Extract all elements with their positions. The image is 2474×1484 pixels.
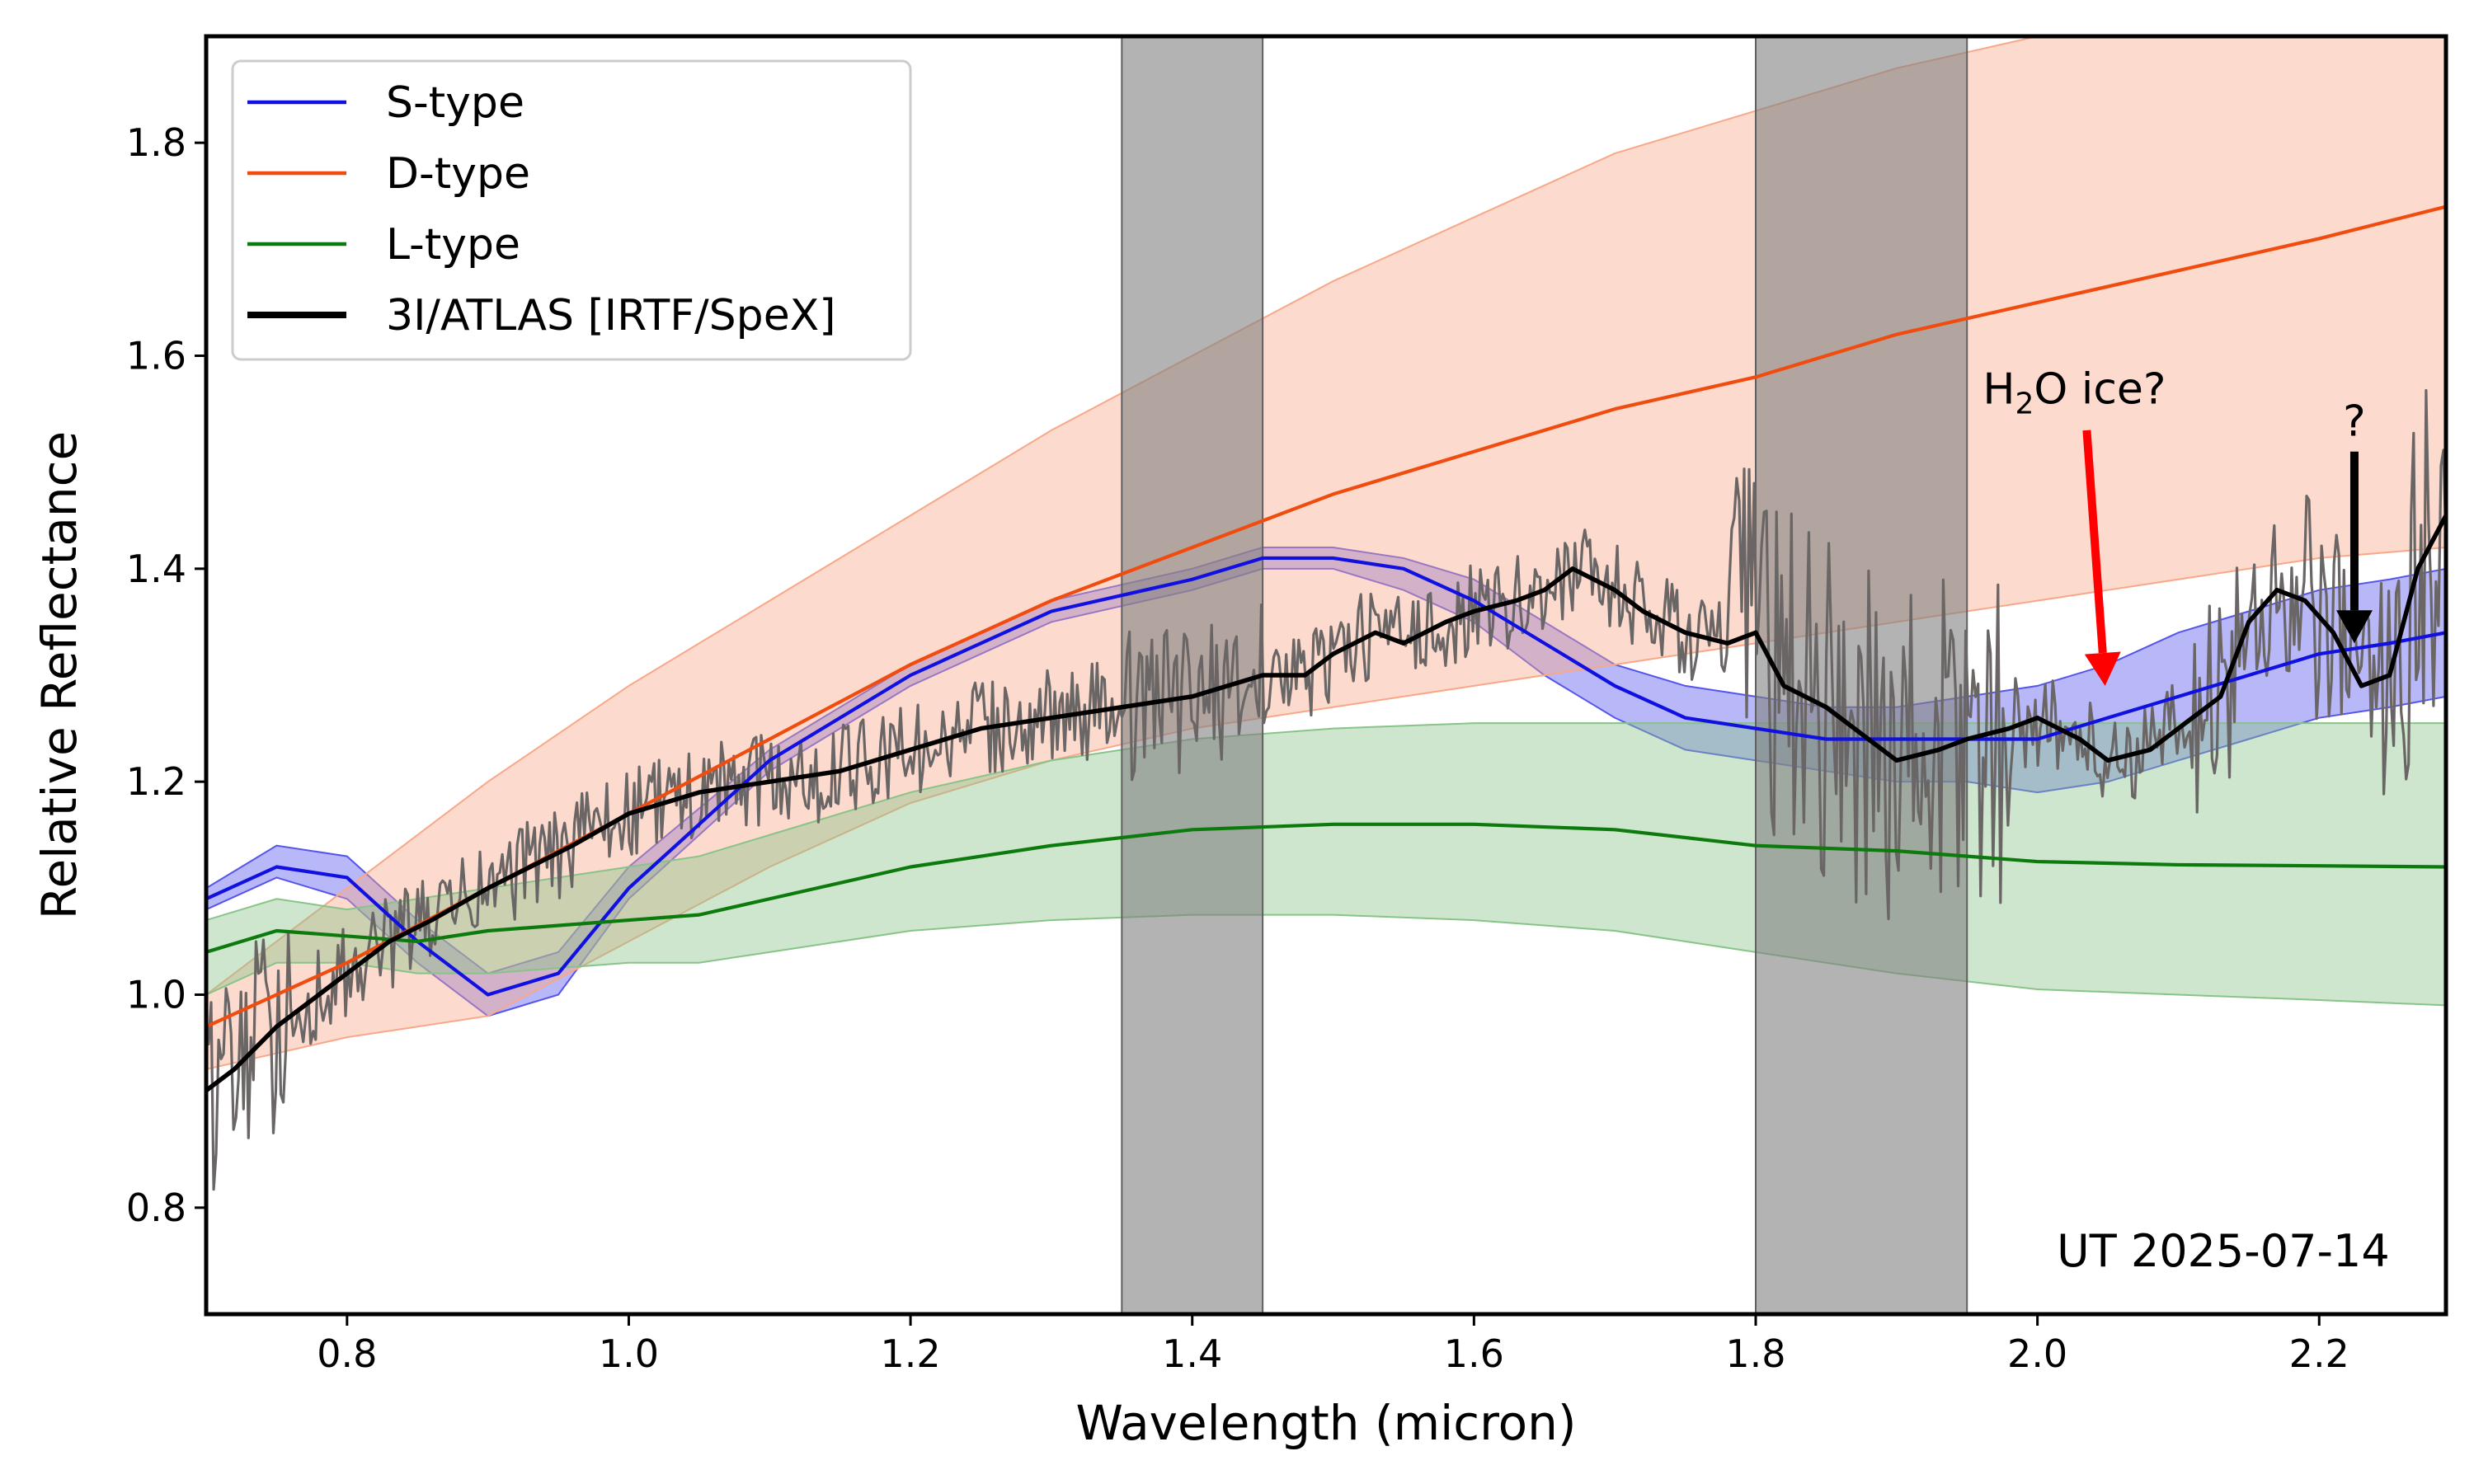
legend-box bbox=[231, 59, 912, 361]
y-tick-label: 0.8 bbox=[126, 1186, 186, 1230]
y-tick-label: 1.4 bbox=[126, 547, 186, 591]
x-tick-label: 0.8 bbox=[317, 1331, 377, 1376]
x-tick-label: 1.4 bbox=[1162, 1331, 1222, 1376]
date-label: UT 2025-07-14 bbox=[2057, 1225, 2390, 1277]
x-tick-label: 1.6 bbox=[1444, 1331, 1504, 1376]
h2o-ice-arrow-shaft bbox=[2082, 430, 2107, 654]
axes: 0.8 1.0 1.2 1.4 1.6 1.8 2.0 2.2 0.8 1.0 1.2 1.4 1.6 1… bbox=[126, 120, 2349, 1376]
question-arrow-head bbox=[2335, 610, 2373, 644]
legend-label-l-type: L-type bbox=[386, 220, 520, 270]
3i-atlas-irtf-spex-line bbox=[206, 514, 2446, 1092]
y-tick-label: 1.8 bbox=[126, 120, 186, 165]
plot-area-lines bbox=[206, 204, 2446, 1191]
legend-label-d-type: D-type bbox=[386, 149, 530, 199]
x-axis-label: Wavelength (micron) bbox=[1075, 1395, 1576, 1451]
legend: S-type D-type L-type 3I/ATLAS [IRTF/SpeX] bbox=[231, 59, 912, 361]
annotations: H2O ice?? UT 2025-07-14 bbox=[1982, 365, 2389, 1277]
x-tick-label: 1.0 bbox=[599, 1331, 659, 1376]
l-type-line bbox=[206, 822, 2446, 954]
x-tick-label: 2.2 bbox=[2289, 1331, 2349, 1376]
y-tick-label: 1.0 bbox=[126, 973, 186, 1017]
s-type-line bbox=[206, 556, 2446, 997]
legend-label-s-type: S-type bbox=[386, 78, 524, 128]
y-axis-label: Relative Reflectance bbox=[31, 431, 87, 919]
x-tick-label: 1.8 bbox=[1725, 1331, 1785, 1376]
x-tick-label: 2.0 bbox=[2007, 1331, 2067, 1376]
question-label: ? bbox=[2343, 397, 2366, 446]
y-tick-label: 1.6 bbox=[126, 334, 186, 378]
legend-label-3i-atlas-irtf-spex: 3I/ATLAS [IRTF/SpeX] bbox=[386, 291, 836, 340]
plot-frame bbox=[204, 34, 2448, 1317]
h2o-ice-arrow-head bbox=[2084, 651, 2121, 686]
h2o-ice-label: H2O ice? bbox=[1982, 365, 2166, 421]
y-tick-label: 1.2 bbox=[126, 759, 186, 804]
x-tick-label: 1.2 bbox=[881, 1331, 941, 1376]
